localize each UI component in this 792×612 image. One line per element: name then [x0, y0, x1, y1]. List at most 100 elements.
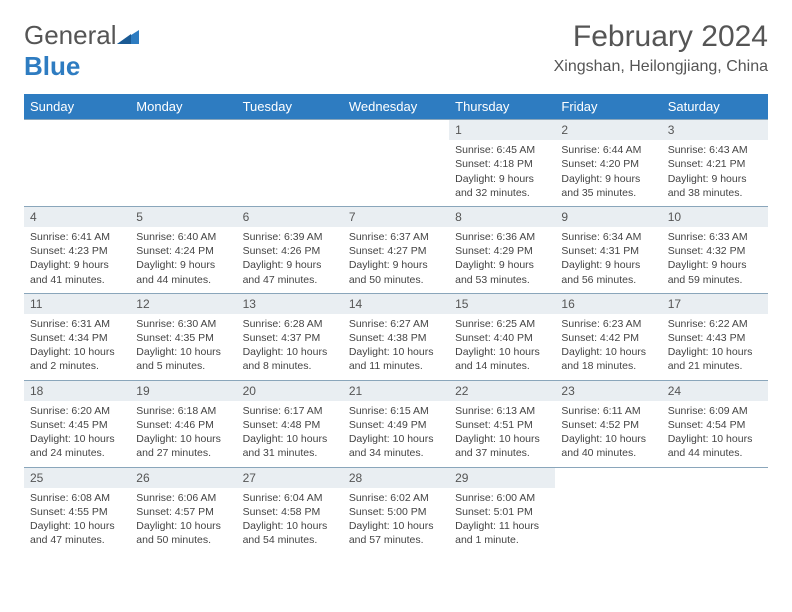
- day-detail-line: Daylight: 9 hours: [455, 172, 549, 186]
- day-number-cell: 2: [555, 120, 661, 141]
- day-detail-line: and 32 minutes.: [455, 186, 549, 200]
- day-detail-line: Sunset: 4:48 PM: [243, 418, 337, 432]
- day-content-row: Sunrise: 6:41 AMSunset: 4:23 PMDaylight:…: [24, 227, 768, 293]
- day-detail-line: Sunrise: 6:22 AM: [668, 317, 762, 331]
- day-content-cell: Sunrise: 6:08 AMSunset: 4:55 PMDaylight:…: [24, 488, 130, 554]
- day-detail-line: Sunset: 4:32 PM: [668, 244, 762, 258]
- day-content-cell: Sunrise: 6:23 AMSunset: 4:42 PMDaylight:…: [555, 314, 661, 380]
- day-detail-line: and 21 minutes.: [668, 359, 762, 373]
- day-detail-line: and 53 minutes.: [455, 273, 549, 287]
- day-number-cell: [343, 120, 449, 141]
- day-detail-line: Sunrise: 6:28 AM: [243, 317, 337, 331]
- day-detail-line: Sunset: 4:43 PM: [668, 331, 762, 345]
- day-detail-line: and 54 minutes.: [243, 533, 337, 547]
- day-detail-line: Daylight: 9 hours: [668, 172, 762, 186]
- day-detail-line: and 8 minutes.: [243, 359, 337, 373]
- day-number-row: 2526272829: [24, 467, 768, 488]
- day-detail-line: Sunrise: 6:08 AM: [30, 491, 124, 505]
- day-content-cell: Sunrise: 6:36 AMSunset: 4:29 PMDaylight:…: [449, 227, 555, 293]
- day-content-cell: Sunrise: 6:13 AMSunset: 4:51 PMDaylight:…: [449, 401, 555, 467]
- day-content-cell: [24, 140, 130, 206]
- day-detail-line: Daylight: 10 hours: [349, 432, 443, 446]
- day-number-cell: 28: [343, 467, 449, 488]
- day-detail-line: Sunset: 4:55 PM: [30, 505, 124, 519]
- day-detail-line: Sunrise: 6:18 AM: [136, 404, 230, 418]
- day-detail-line: Daylight: 10 hours: [136, 345, 230, 359]
- day-detail-line: Daylight: 10 hours: [349, 519, 443, 533]
- day-detail-line: Sunrise: 6:34 AM: [561, 230, 655, 244]
- day-detail-line: and 56 minutes.: [561, 273, 655, 287]
- day-detail-line: and 47 minutes.: [30, 533, 124, 547]
- day-detail-line: Sunset: 4:35 PM: [136, 331, 230, 345]
- day-content-cell: Sunrise: 6:06 AMSunset: 4:57 PMDaylight:…: [130, 488, 236, 554]
- day-detail-line: Daylight: 9 hours: [349, 258, 443, 272]
- day-detail-line: Sunrise: 6:13 AM: [455, 404, 549, 418]
- day-number-cell: 13: [237, 293, 343, 314]
- day-content-cell: [343, 140, 449, 206]
- day-detail-line: Sunrise: 6:17 AM: [243, 404, 337, 418]
- day-detail-line: and 59 minutes.: [668, 273, 762, 287]
- day-detail-line: Sunset: 4:40 PM: [455, 331, 549, 345]
- day-content-cell: Sunrise: 6:11 AMSunset: 4:52 PMDaylight:…: [555, 401, 661, 467]
- day-number-cell: 19: [130, 380, 236, 401]
- day-number-cell: 23: [555, 380, 661, 401]
- day-content-cell: Sunrise: 6:15 AMSunset: 4:49 PMDaylight:…: [343, 401, 449, 467]
- day-number-cell: [662, 467, 768, 488]
- day-detail-line: Sunrise: 6:27 AM: [349, 317, 443, 331]
- day-detail-line: Sunrise: 6:41 AM: [30, 230, 124, 244]
- day-content-cell: Sunrise: 6:33 AMSunset: 4:32 PMDaylight:…: [662, 227, 768, 293]
- day-detail-line: Sunset: 4:52 PM: [561, 418, 655, 432]
- day-number-cell: [555, 467, 661, 488]
- day-number-cell: 5: [130, 206, 236, 227]
- header: General Blue February 2024 Xingshan, Hei…: [24, 20, 768, 82]
- day-detail-line: Sunrise: 6:43 AM: [668, 143, 762, 157]
- day-detail-line: Daylight: 10 hours: [349, 345, 443, 359]
- day-detail-line: Daylight: 9 hours: [30, 258, 124, 272]
- day-detail-line: Daylight: 11 hours: [455, 519, 549, 533]
- day-number-cell: 9: [555, 206, 661, 227]
- day-detail-line: Sunset: 4:24 PM: [136, 244, 230, 258]
- day-detail-line: and 34 minutes.: [349, 446, 443, 460]
- day-detail-line: and 14 minutes.: [455, 359, 549, 373]
- day-content-cell: Sunrise: 6:45 AMSunset: 4:18 PMDaylight:…: [449, 140, 555, 206]
- day-detail-line: Daylight: 9 hours: [668, 258, 762, 272]
- day-number-cell: 10: [662, 206, 768, 227]
- day-detail-line: Daylight: 10 hours: [30, 432, 124, 446]
- weekday-header: Thursday: [449, 94, 555, 120]
- day-detail-line: Sunset: 4:37 PM: [243, 331, 337, 345]
- day-detail-line: and 35 minutes.: [561, 186, 655, 200]
- day-content-cell: Sunrise: 6:28 AMSunset: 4:37 PMDaylight:…: [237, 314, 343, 380]
- day-detail-line: Daylight: 10 hours: [30, 345, 124, 359]
- day-detail-line: and 37 minutes.: [455, 446, 549, 460]
- logo-text-blue: Blue: [24, 51, 80, 81]
- day-content-row: Sunrise: 6:45 AMSunset: 4:18 PMDaylight:…: [24, 140, 768, 206]
- day-content-cell: Sunrise: 6:09 AMSunset: 4:54 PMDaylight:…: [662, 401, 768, 467]
- day-content-row: Sunrise: 6:08 AMSunset: 4:55 PM Daylight:…: [24, 488, 768, 554]
- day-number-cell: 17: [662, 293, 768, 314]
- day-content-cell: [662, 488, 768, 554]
- day-number-cell: 21: [343, 380, 449, 401]
- day-detail-line: Sunrise: 6:06 AM: [136, 491, 230, 505]
- day-detail-line: Daylight: 10 hours: [455, 345, 549, 359]
- day-detail-line: Sunrise: 6:37 AM: [349, 230, 443, 244]
- day-detail-line: Sunrise: 6:20 AM: [30, 404, 124, 418]
- day-detail-line: Sunrise: 6:09 AM: [668, 404, 762, 418]
- day-number-row: 18192021222324: [24, 380, 768, 401]
- day-number-cell: [130, 120, 236, 141]
- day-detail-line: and 2 minutes.: [30, 359, 124, 373]
- day-detail-line: Sunset: 4:27 PM: [349, 244, 443, 258]
- day-detail-line: Sunrise: 6:40 AM: [136, 230, 230, 244]
- day-number-cell: 15: [449, 293, 555, 314]
- day-content-cell: Sunrise: 6:22 AMSunset: 4:43 PMDaylight:…: [662, 314, 768, 380]
- day-number-row: 45678910: [24, 206, 768, 227]
- weekday-header: Sunday: [24, 94, 130, 120]
- day-detail-line: Daylight: 10 hours: [136, 519, 230, 533]
- day-detail-line: and 50 minutes.: [349, 273, 443, 287]
- day-detail-line: Sunset: 4:49 PM: [349, 418, 443, 432]
- day-detail-line: Sunrise: 6:23 AM: [561, 317, 655, 331]
- day-detail-line: Sunset: 4:38 PM: [349, 331, 443, 345]
- day-content-cell: Sunrise: 6:44 AMSunset: 4:20 PMDaylight:…: [555, 140, 661, 206]
- day-number-cell: 3: [662, 120, 768, 141]
- day-detail-line: Sunset: 4:45 PM: [30, 418, 124, 432]
- day-number-cell: 4: [24, 206, 130, 227]
